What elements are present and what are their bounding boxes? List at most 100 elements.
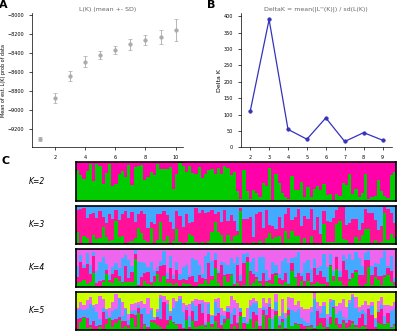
Bar xyxy=(358,285,361,287)
Bar xyxy=(175,229,178,244)
Bar xyxy=(297,324,300,326)
Bar xyxy=(185,280,188,283)
Bar xyxy=(313,292,316,299)
Bar xyxy=(274,275,278,287)
Bar xyxy=(361,326,364,330)
Bar xyxy=(194,327,198,330)
Bar xyxy=(182,267,185,279)
Bar xyxy=(358,241,361,244)
Bar xyxy=(342,205,345,207)
Bar xyxy=(265,309,268,315)
Bar xyxy=(114,323,118,330)
Bar xyxy=(146,314,150,327)
Bar xyxy=(124,321,127,326)
Bar xyxy=(82,179,86,201)
Bar xyxy=(370,162,374,197)
Bar xyxy=(172,229,175,242)
Bar xyxy=(361,266,364,275)
Bar xyxy=(130,241,134,244)
Bar xyxy=(102,308,105,313)
Bar xyxy=(281,205,284,228)
Bar xyxy=(278,328,281,330)
Bar xyxy=(322,162,326,184)
Bar xyxy=(191,301,194,303)
Bar xyxy=(303,197,306,201)
Bar xyxy=(236,329,239,330)
Bar xyxy=(390,176,393,201)
Bar xyxy=(153,271,156,276)
Bar xyxy=(242,205,246,219)
Bar xyxy=(143,304,146,309)
Bar xyxy=(249,271,252,285)
Bar xyxy=(130,272,134,282)
Bar xyxy=(364,162,367,174)
Bar xyxy=(262,249,265,257)
Bar xyxy=(214,249,217,253)
Bar xyxy=(338,303,342,311)
Bar xyxy=(393,310,396,324)
Bar xyxy=(114,270,118,278)
Bar xyxy=(137,214,140,228)
Bar xyxy=(207,314,210,322)
Bar xyxy=(82,291,86,306)
Bar xyxy=(175,211,178,229)
Bar xyxy=(79,282,82,287)
Bar xyxy=(258,283,262,287)
Bar xyxy=(338,196,342,201)
Bar xyxy=(383,275,386,277)
Bar xyxy=(105,249,108,264)
Bar xyxy=(98,262,102,281)
Bar xyxy=(374,319,377,327)
Bar xyxy=(185,265,188,280)
Bar xyxy=(130,162,134,185)
Bar xyxy=(185,242,188,244)
Bar xyxy=(204,162,207,174)
Bar xyxy=(374,318,377,319)
Bar xyxy=(284,328,287,329)
Bar xyxy=(284,162,287,197)
Bar xyxy=(150,228,153,244)
Bar xyxy=(281,319,284,322)
Bar xyxy=(223,249,226,263)
Bar xyxy=(191,321,194,330)
Bar xyxy=(98,211,102,239)
Bar xyxy=(290,231,294,244)
Bar xyxy=(124,205,127,211)
Bar xyxy=(178,162,182,163)
Bar xyxy=(210,205,214,210)
Bar xyxy=(271,249,274,262)
Bar xyxy=(300,226,303,243)
Bar xyxy=(294,291,297,305)
Bar xyxy=(201,300,204,303)
Bar xyxy=(217,291,220,298)
Bar xyxy=(220,265,223,287)
Bar xyxy=(354,252,358,270)
Bar xyxy=(306,291,310,309)
Bar xyxy=(316,291,319,302)
Bar xyxy=(393,325,396,330)
Bar xyxy=(175,174,178,201)
Bar xyxy=(102,226,105,244)
Bar xyxy=(303,329,306,330)
Bar xyxy=(185,305,188,307)
Bar xyxy=(390,256,393,271)
Bar xyxy=(268,291,271,298)
Bar xyxy=(102,313,105,329)
Bar xyxy=(185,307,188,310)
Bar xyxy=(156,267,159,271)
Bar xyxy=(386,323,390,330)
Bar xyxy=(140,262,143,277)
Bar xyxy=(252,242,255,244)
Bar xyxy=(310,285,313,287)
Bar xyxy=(386,268,390,275)
Bar xyxy=(162,211,166,241)
Bar xyxy=(358,328,361,330)
Bar xyxy=(364,313,367,325)
Bar xyxy=(316,282,319,287)
Bar xyxy=(182,283,185,287)
Bar xyxy=(108,291,111,308)
Bar xyxy=(153,291,156,317)
Bar xyxy=(150,172,153,201)
Bar xyxy=(242,291,246,317)
Bar xyxy=(172,162,175,189)
